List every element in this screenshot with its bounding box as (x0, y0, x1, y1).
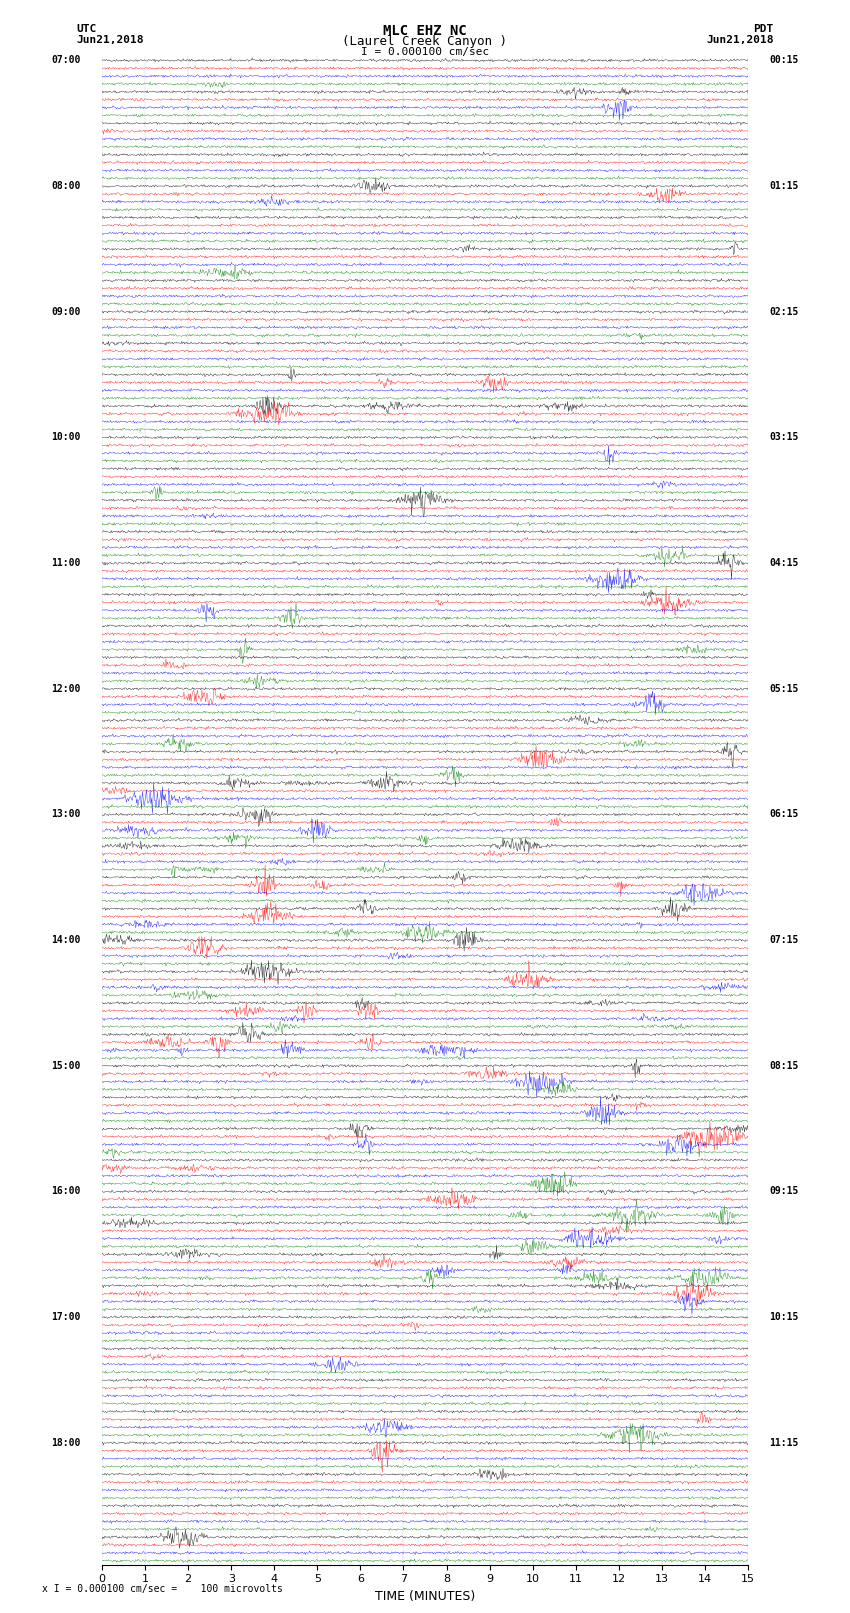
Text: 16:00: 16:00 (51, 1187, 81, 1197)
Text: 15:00: 15:00 (51, 1061, 81, 1071)
Text: 01:15: 01:15 (769, 181, 799, 190)
Text: 09:15: 09:15 (769, 1187, 799, 1197)
Text: MLC EHZ NC: MLC EHZ NC (383, 24, 467, 39)
Text: 10:00: 10:00 (51, 432, 81, 442)
Text: (Laurel Creek Canyon ): (Laurel Creek Canyon ) (343, 35, 507, 48)
Text: x I = 0.000100 cm/sec =    100 microvolts: x I = 0.000100 cm/sec = 100 microvolts (42, 1584, 283, 1594)
Text: 00:15: 00:15 (769, 55, 799, 66)
Text: 11:00: 11:00 (51, 558, 81, 568)
Text: 13:00: 13:00 (51, 810, 81, 819)
Text: 14:00: 14:00 (51, 936, 81, 945)
Text: PDT: PDT (753, 24, 774, 34)
Text: 06:15: 06:15 (769, 810, 799, 819)
Text: 04:15: 04:15 (769, 558, 799, 568)
Text: 02:15: 02:15 (769, 306, 799, 316)
Text: Jun21,2018: Jun21,2018 (706, 35, 774, 45)
Text: 03:15: 03:15 (769, 432, 799, 442)
Text: 05:15: 05:15 (769, 684, 799, 694)
Text: 12:00: 12:00 (51, 684, 81, 694)
Text: 10:15: 10:15 (769, 1313, 799, 1323)
Text: 08:15: 08:15 (769, 1061, 799, 1071)
Text: UTC: UTC (76, 24, 97, 34)
X-axis label: TIME (MINUTES): TIME (MINUTES) (375, 1590, 475, 1603)
Text: 08:00: 08:00 (51, 181, 81, 190)
Text: I = 0.000100 cm/sec: I = 0.000100 cm/sec (361, 47, 489, 56)
Text: 07:15: 07:15 (769, 936, 799, 945)
Text: Jun21,2018: Jun21,2018 (76, 35, 144, 45)
Text: 18:00: 18:00 (51, 1437, 81, 1448)
Text: 09:00: 09:00 (51, 306, 81, 316)
Text: 07:00: 07:00 (51, 55, 81, 66)
Text: 11:15: 11:15 (769, 1437, 799, 1448)
Text: 17:00: 17:00 (51, 1313, 81, 1323)
